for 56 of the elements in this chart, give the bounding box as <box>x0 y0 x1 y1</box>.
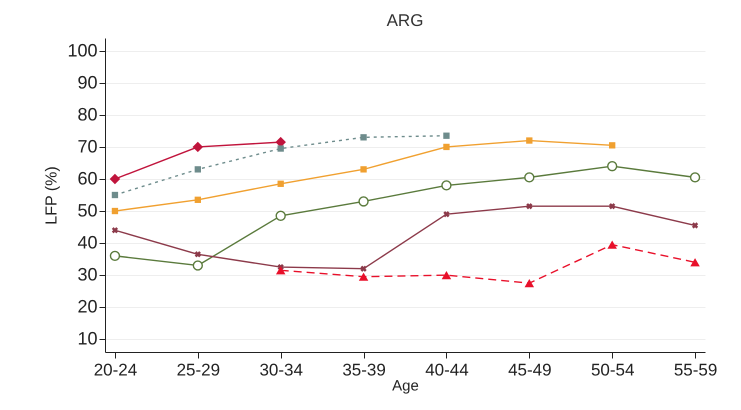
point <box>110 174 120 184</box>
point <box>194 251 201 258</box>
point <box>360 134 367 140</box>
y-tick-label: 60 <box>77 168 98 188</box>
point <box>110 250 120 262</box>
point <box>276 210 286 221</box>
point <box>526 203 532 210</box>
point <box>112 208 118 214</box>
point <box>276 266 286 274</box>
point <box>442 270 452 280</box>
y-tick-label: 50 <box>77 200 98 221</box>
y-tick-label: 70 <box>77 136 98 156</box>
point <box>194 166 201 173</box>
x-tick-label: 30-34 <box>259 360 303 380</box>
x-axis-title: Age <box>392 378 419 394</box>
point <box>690 258 700 266</box>
point <box>609 203 616 210</box>
point <box>358 196 369 207</box>
point <box>358 272 368 281</box>
point <box>526 137 532 144</box>
y-tick-label: 90 <box>77 72 98 92</box>
point <box>609 142 616 148</box>
point <box>607 161 618 172</box>
point <box>443 132 450 139</box>
point <box>360 166 367 173</box>
y-tick-label: 20 <box>77 296 98 317</box>
chart-title: ARG <box>386 11 424 30</box>
y-tick-label: 80 <box>77 104 98 124</box>
point <box>112 192 118 198</box>
point <box>692 222 698 229</box>
y-tick-label: 100 <box>67 40 98 60</box>
point <box>360 266 367 272</box>
point <box>690 172 700 183</box>
x-tick-label: 35-39 <box>342 360 386 380</box>
point <box>443 144 450 150</box>
point <box>194 196 201 203</box>
point <box>192 142 204 152</box>
point <box>441 180 452 191</box>
x-tick-label: 45-49 <box>508 360 552 380</box>
x-tick-label: 20-24 <box>94 360 138 380</box>
point <box>278 180 284 187</box>
y-tick-label: 10 <box>77 328 98 349</box>
x-tick-label: 40-44 <box>425 360 469 380</box>
point <box>524 279 534 288</box>
x-tick-label: 55-59 <box>674 360 718 380</box>
y-axis-title: LFP (%) <box>43 166 60 225</box>
y-tick-label: 40 <box>77 232 98 253</box>
x-tick-label: 25-29 <box>176 360 220 380</box>
point <box>607 240 617 249</box>
point <box>192 260 203 271</box>
point <box>278 145 284 152</box>
y-tick-label: 30 <box>77 264 98 285</box>
point <box>524 172 534 183</box>
x-tick-label: 50-54 <box>590 360 634 380</box>
point <box>443 211 450 218</box>
point <box>112 227 118 234</box>
